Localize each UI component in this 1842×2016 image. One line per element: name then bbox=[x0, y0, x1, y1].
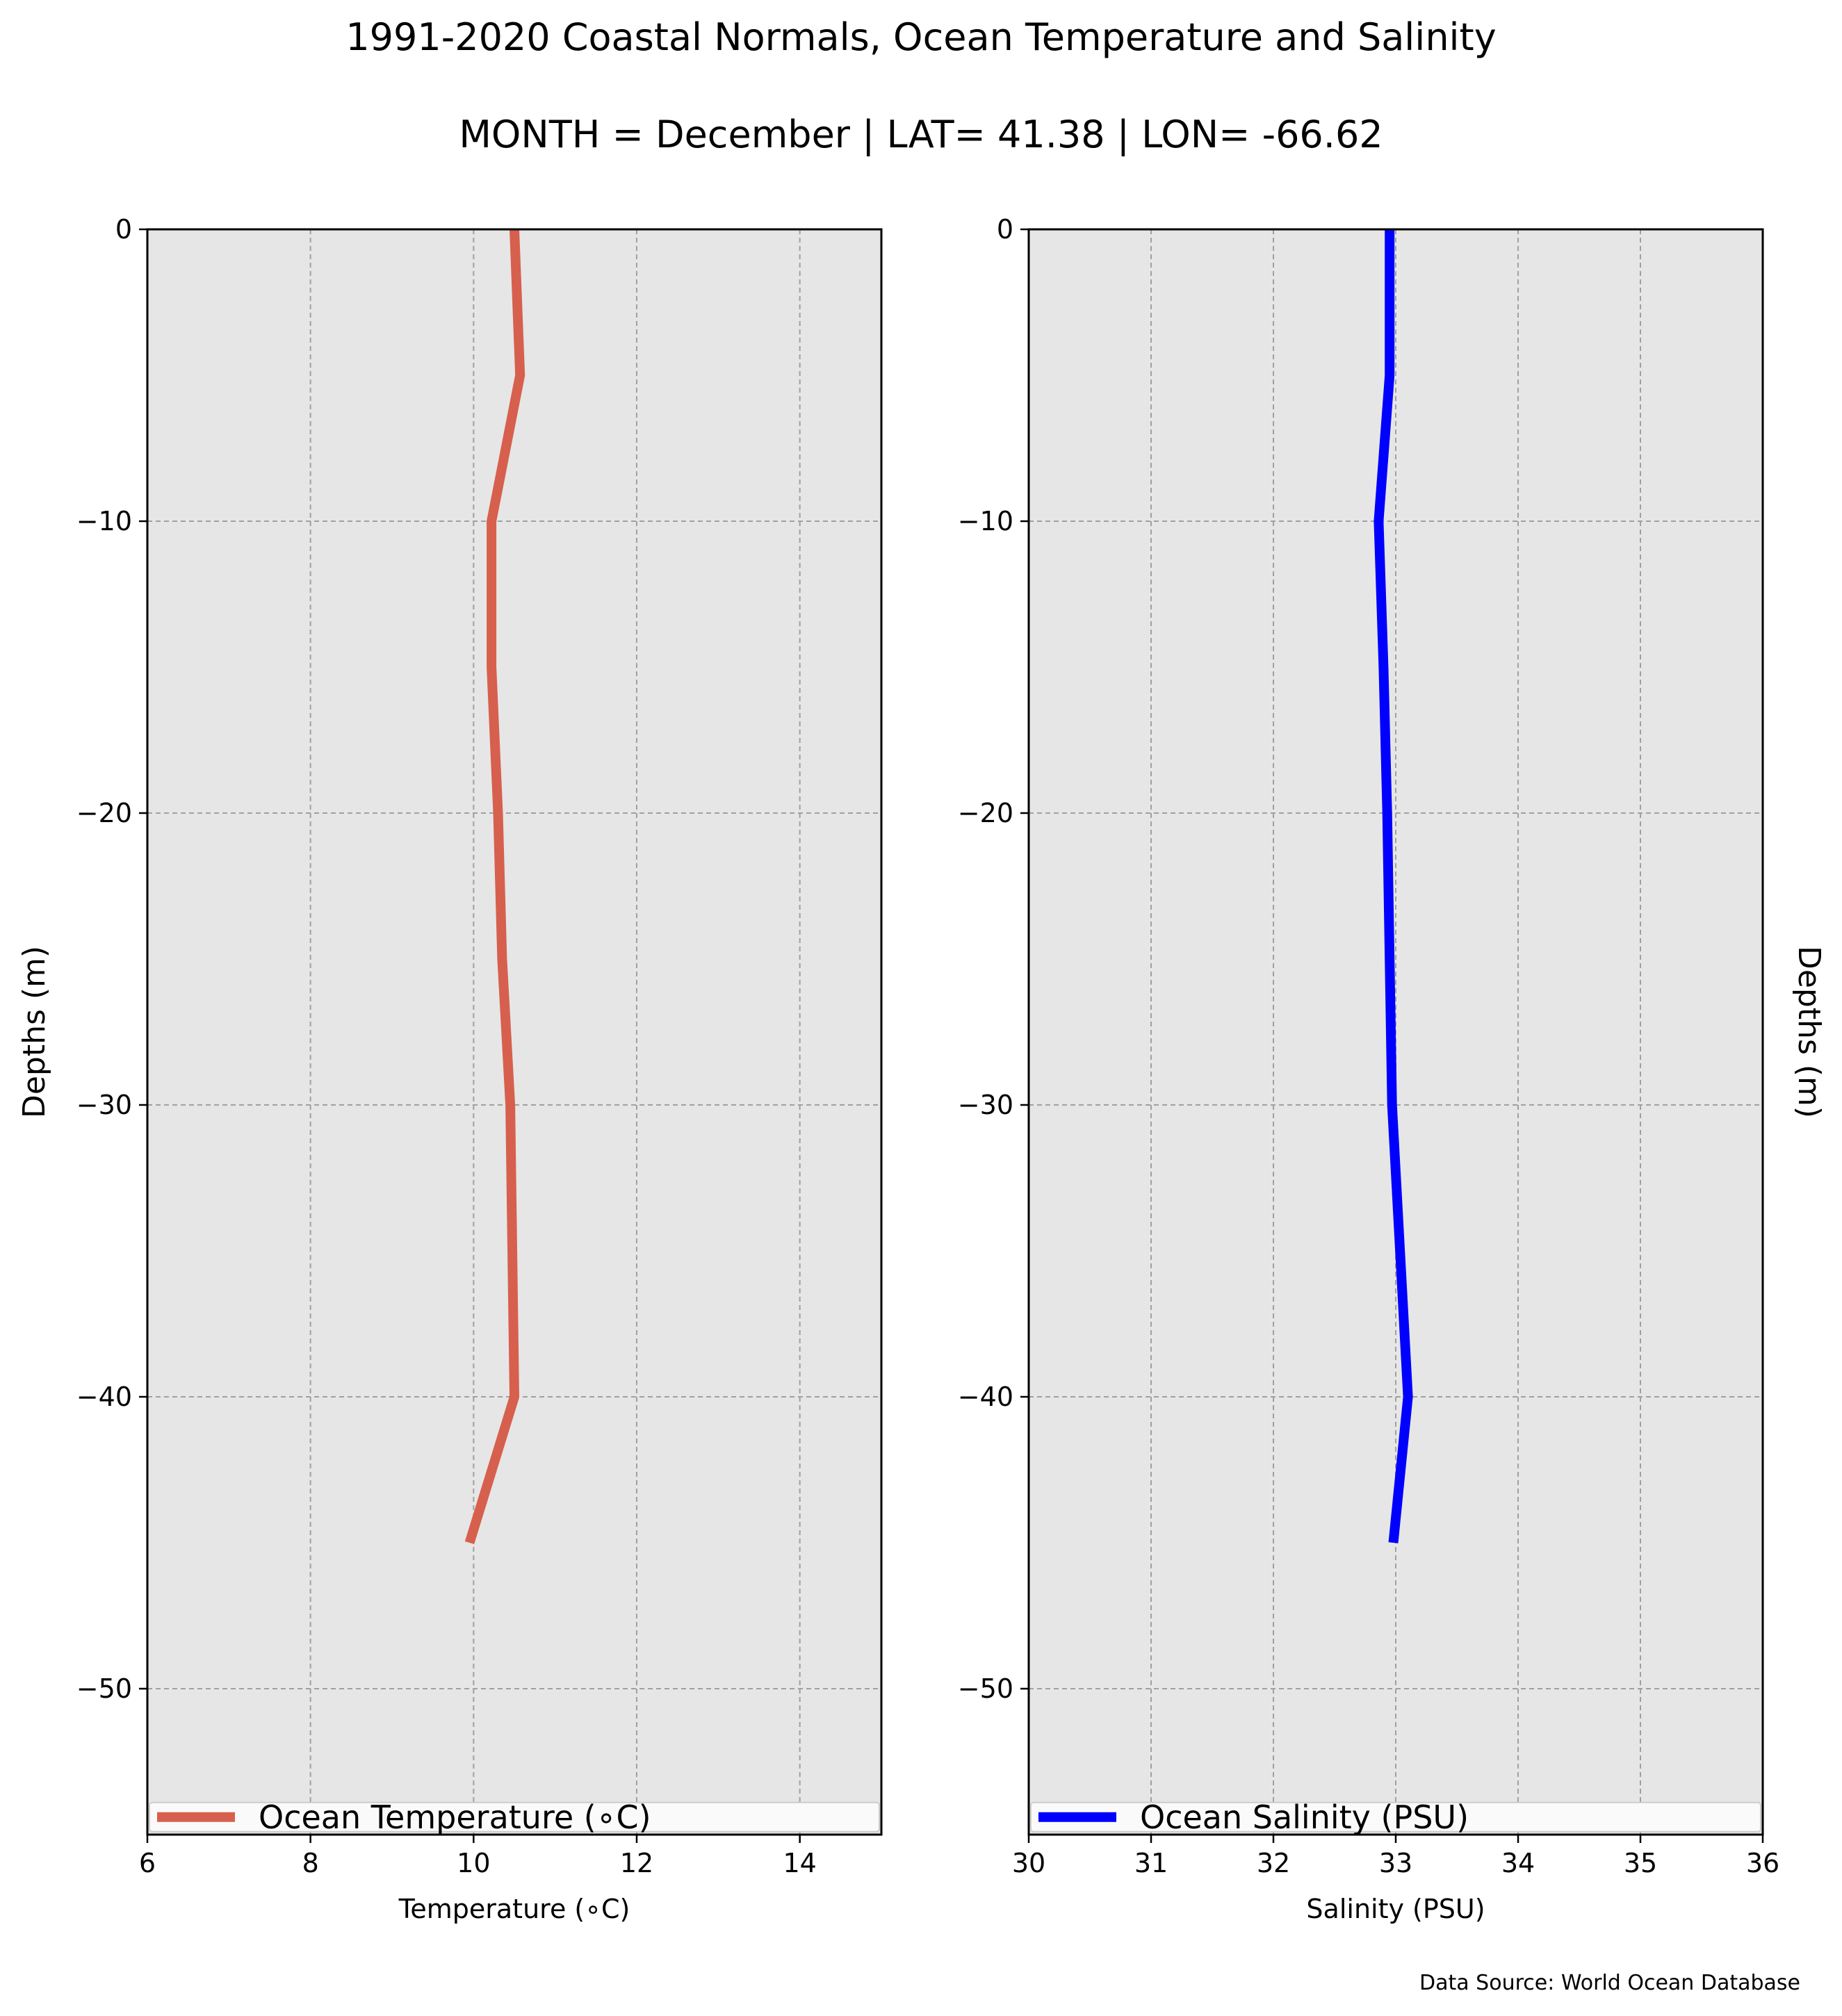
temperature-x-tick-label: 14 bbox=[783, 1848, 816, 1878]
temperature-y-tick-label: −50 bbox=[76, 1673, 132, 1704]
salinity-x-tick-label: 32 bbox=[1257, 1848, 1290, 1878]
salinity-y-tick-label: −10 bbox=[958, 506, 1013, 536]
temperature-x-axis-label: Temperature (∘C) bbox=[398, 1894, 630, 1924]
salinity-legend-box bbox=[1030, 1801, 1761, 1833]
salinity-series-line bbox=[1374, 229, 1413, 1543]
temperature-x-tick-label: 6 bbox=[139, 1848, 156, 1878]
salinity-x-tick-label: 34 bbox=[1501, 1848, 1535, 1878]
salinity-x-tick-label: 30 bbox=[1012, 1848, 1045, 1878]
salinity-y-tick-label: 0 bbox=[997, 214, 1013, 245]
temperature-legend-box bbox=[149, 1801, 880, 1833]
salinity-x-tick-label: 33 bbox=[1379, 1848, 1412, 1878]
salinity-x-tick-label: 31 bbox=[1134, 1848, 1168, 1878]
temperature-x-tick-label: 12 bbox=[620, 1848, 653, 1878]
temperature-x-tick-label: 10 bbox=[457, 1848, 490, 1878]
figure-title: 1991-2020 Coastal Normals, Ocean Tempera… bbox=[345, 15, 1496, 59]
salinity-y-tick-label: −50 bbox=[958, 1673, 1013, 1704]
salinity-y-tick-label: −20 bbox=[958, 798, 1013, 828]
salinity-x-tick-label: 35 bbox=[1624, 1848, 1657, 1878]
salinity-y-tick-label: −30 bbox=[958, 1090, 1013, 1120]
salinity-y-axis-label: Depths (m) bbox=[1791, 946, 1827, 1118]
salinity-y-tick-label: −40 bbox=[958, 1382, 1013, 1412]
temperature-y-tick-label: −20 bbox=[76, 798, 132, 828]
temperature-series-line bbox=[464, 229, 525, 1545]
temperature-plot-area bbox=[147, 229, 881, 1835]
temperature-x-tick-label: 8 bbox=[302, 1848, 319, 1878]
temperature-y-tick-label: −10 bbox=[76, 506, 132, 536]
data-source-note: Data Source: World Ocean Database bbox=[1419, 1971, 1800, 1995]
temperature-panel: Ocean Temperature (∘C) 6 8 10 12 14 0 −10 −20 −30… bbox=[17, 214, 883, 1924]
temperature-y-tick-label: −40 bbox=[76, 1382, 132, 1412]
salinity-x-axis-label: Salinity (PSU) bbox=[1306, 1894, 1485, 1924]
salinity-x-tick-label: 36 bbox=[1746, 1848, 1779, 1878]
temperature-axes-frame bbox=[146, 228, 883, 1836]
figure-subtitle: MONTH = December | LAT= 41.38 | LON= -66… bbox=[459, 113, 1383, 156]
salinity-panel: Ocean Salinity (PSU) 30 31 32 33 34 35 36 0 −10 −2… bbox=[958, 214, 1827, 1924]
temperature-y-axis-label: Depths (m) bbox=[17, 946, 52, 1118]
temperature-legend-label: Ocean Temperature (∘C) bbox=[259, 1798, 651, 1836]
temperature-y-tick-label: 0 bbox=[115, 214, 132, 245]
temperature-y-tick-label: −30 bbox=[76, 1090, 132, 1120]
salinity-legend-label: Ocean Salinity (PSU) bbox=[1140, 1798, 1469, 1836]
